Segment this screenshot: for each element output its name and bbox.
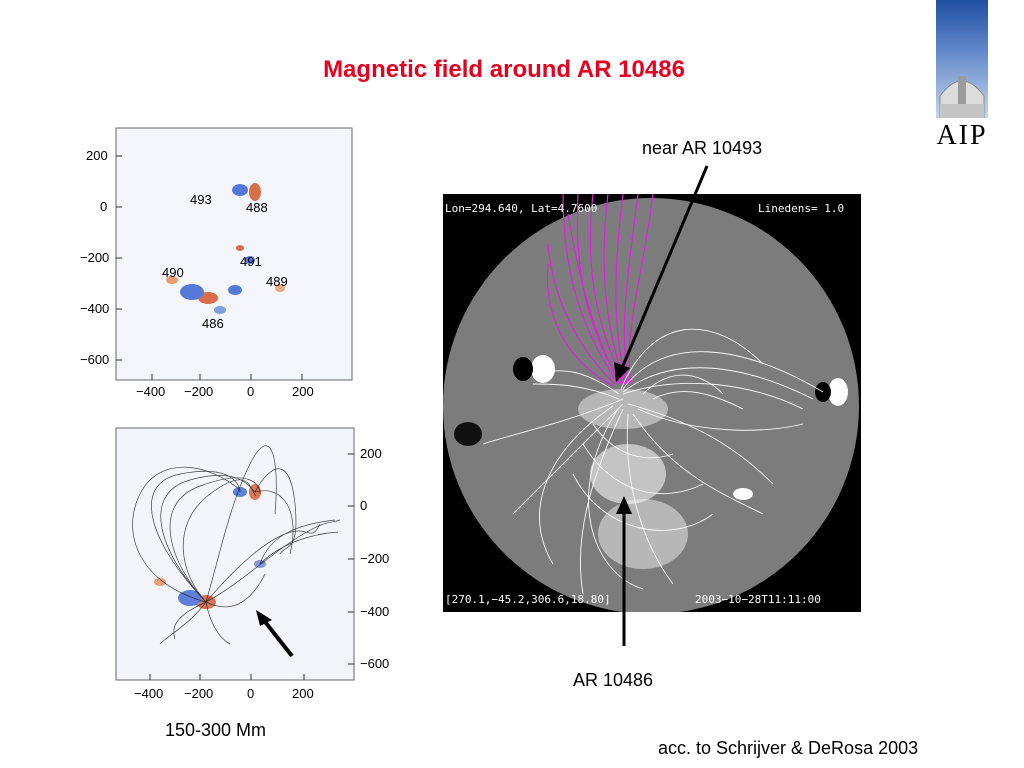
fieldlines-image — [115, 427, 355, 681]
y-tick: −600 — [80, 352, 110, 367]
citation: acc. to Schrijver & DeRosa 2003 — [658, 738, 919, 758]
arrow-near-ar10493 — [620, 165, 709, 369]
x-tick: −200 — [184, 686, 214, 701]
region-label: 489 — [266, 274, 288, 289]
y-tick: 200 — [86, 148, 108, 163]
x-tick: −400 — [134, 686, 164, 701]
y-tick: −400 — [80, 301, 110, 316]
sun-header-left: Lon=294.640, Lat=4.7600 — [445, 202, 598, 215]
magnetogram-image — [115, 127, 353, 381]
label-near-ar10493: near AR 10493 — [642, 138, 763, 158]
region-label: 491 — [240, 254, 262, 269]
scale-caption: 150-300 Mm — [165, 720, 267, 740]
magnetogram-panel: 200 0 −200 −400 −600 −400 −200 0 200 493… — [80, 120, 360, 410]
region-label: 493 — [190, 192, 212, 207]
x-tick: 200 — [292, 686, 314, 701]
x-tick: −200 — [184, 384, 214, 399]
x-tick: 0 — [247, 686, 255, 701]
logo-text: AIP — [936, 120, 988, 151]
label-ar10486: AR 10486 — [573, 670, 654, 690]
y-tick: 200 — [360, 446, 382, 461]
region-label: 490 — [162, 265, 184, 280]
y-tick: −600 — [360, 656, 390, 671]
y-tick: −200 — [360, 551, 390, 566]
region-label: 486 — [202, 316, 224, 331]
y-tick: −200 — [80, 250, 110, 265]
sun-image-panel: Lon=294.640, Lat=4.7600 Linedens= 1.0 [2… — [443, 193, 861, 614]
y-tick: 0 — [360, 498, 368, 513]
sun-footer-left: [270.1,−45.2,306.6,18.80] — [445, 593, 611, 606]
logo-sky — [936, 0, 988, 119]
x-tick: −400 — [136, 384, 166, 399]
sun-fieldline-image — [443, 193, 861, 614]
slide-title: Magnetic field around AR 10486 — [323, 56, 685, 83]
x-tick: 0 — [247, 384, 255, 399]
y-tick: 0 — [100, 199, 108, 214]
sun-header-right: Linedens= 1.0 — [758, 202, 845, 215]
x-tick: 200 — [292, 384, 314, 399]
y-tick: −400 — [360, 604, 390, 619]
aip-logo: AIP — [936, 0, 988, 151]
region-label: 488 — [246, 200, 268, 215]
observatory-dome-icon — [939, 76, 985, 119]
sun-footer-right: 2003−10−28T11:11:00 — [695, 593, 821, 606]
fieldlines-panel: 200 0 −200 −400 −600 −400 −200 0 200 — [110, 424, 400, 714]
